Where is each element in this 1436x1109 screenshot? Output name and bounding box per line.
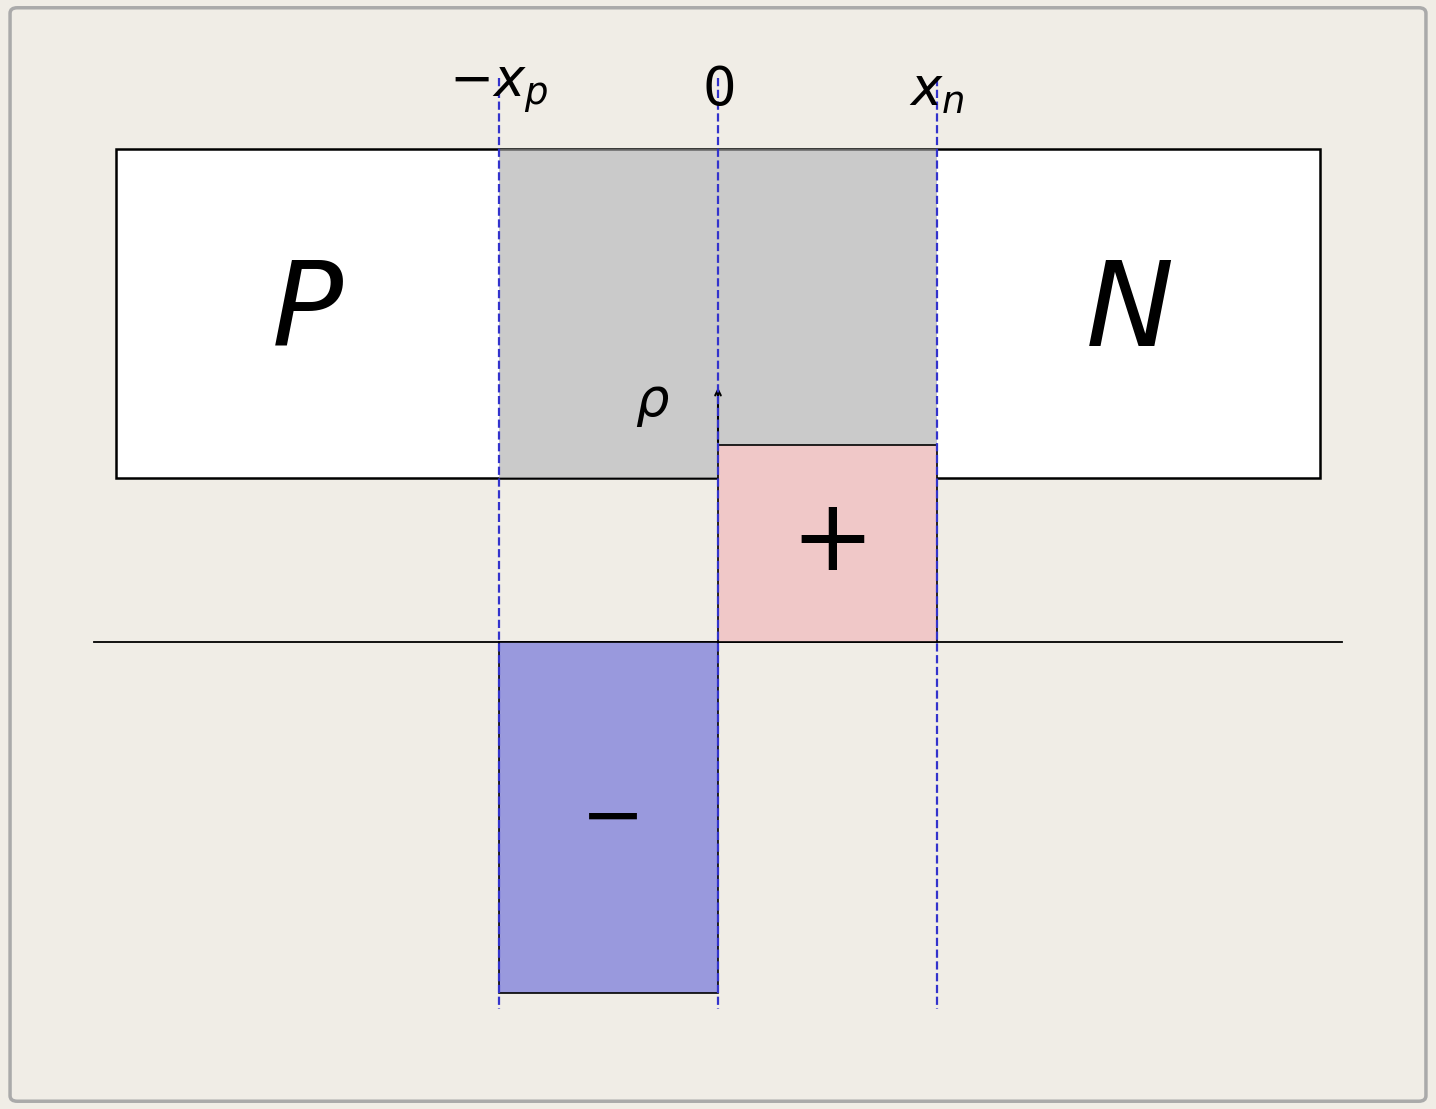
Text: $+$: $+$ bbox=[790, 496, 864, 591]
Text: $x_n$: $x_n$ bbox=[909, 65, 965, 116]
Bar bbox=[498, 642, 718, 993]
Bar bbox=[498, 150, 938, 478]
Text: $P$: $P$ bbox=[271, 256, 343, 370]
Text: $-x_p$: $-x_p$ bbox=[449, 65, 549, 116]
Text: $-$: $-$ bbox=[580, 781, 638, 854]
Text: $0$: $0$ bbox=[702, 65, 734, 116]
Text: $N$: $N$ bbox=[1086, 256, 1172, 370]
Bar bbox=[116, 150, 1320, 478]
Bar bbox=[718, 445, 938, 642]
Text: $\rho$: $\rho$ bbox=[635, 377, 669, 428]
